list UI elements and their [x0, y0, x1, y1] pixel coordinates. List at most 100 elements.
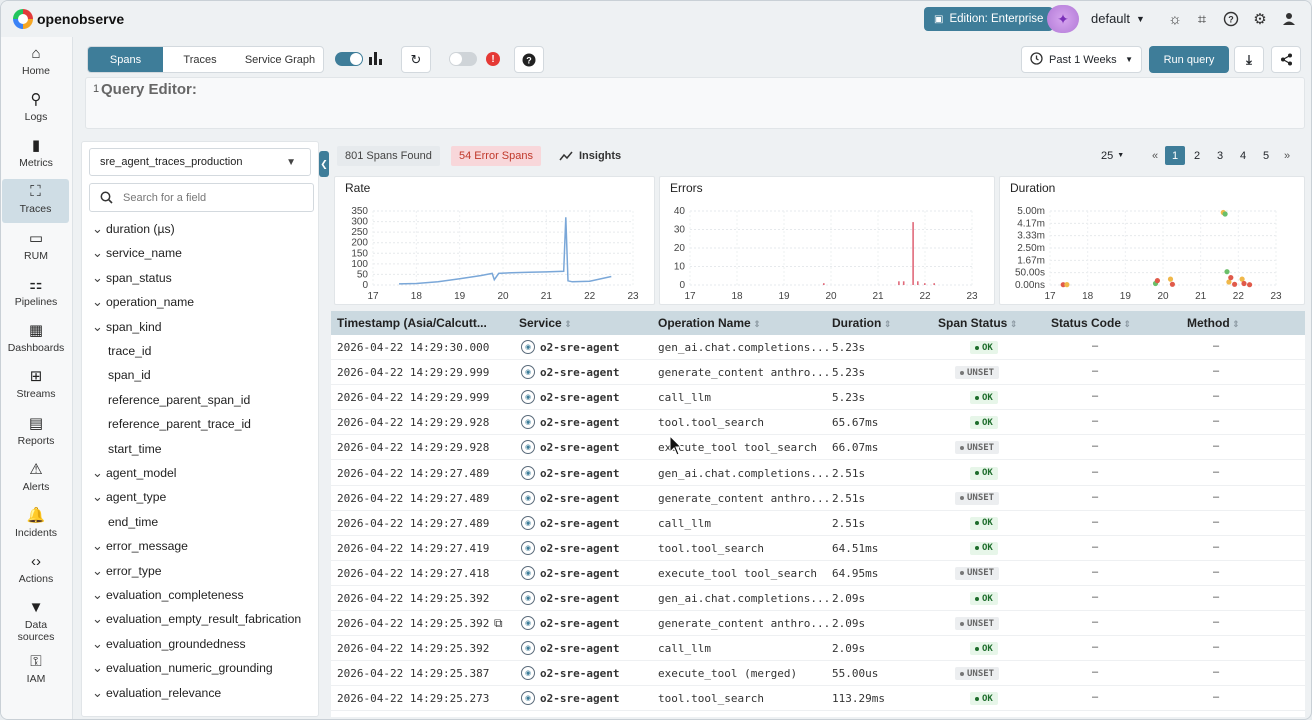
copy-icon[interactable]: ⧉	[494, 616, 503, 631]
page-button[interactable]: 1	[1165, 146, 1185, 165]
live-mode-toggle[interactable]	[449, 52, 477, 66]
field-item[interactable]: reference_parent_span_id	[108, 393, 250, 407]
run-query-button[interactable]: Run query	[1149, 46, 1229, 73]
field-item[interactable]: ⌄ evaluation_empty_result_fabrication	[92, 612, 301, 626]
stream-selector[interactable]: sre_agent_traces_production ▼	[89, 148, 311, 176]
table-row[interactable]: 2026-04-22 14:29:29.999 ◉ o2-sre-agent call…	[331, 385, 1305, 411]
field-item[interactable]: ⌄ operation_name	[92, 295, 194, 309]
column-header[interactable]: Service ⇕	[519, 316, 572, 330]
first-page-icon[interactable]: «	[1151, 149, 1159, 162]
sidebar-item-actions[interactable]: ‹› Actions	[1, 549, 71, 593]
app-logo[interactable]: openobserve	[13, 9, 124, 29]
table-row[interactable]: 2026-04-22 14:29:27.489 ◉ o2-sre-agent gen_…	[331, 461, 1305, 486]
refresh-button[interactable]: ↻	[401, 46, 431, 73]
table-row[interactable]: 2026-04-22 14:29:25.392 ◉ o2-sre-agent call…	[331, 636, 1305, 662]
field-item[interactable]: ⌄ evaluation_completeness	[92, 588, 244, 602]
field-item[interactable]: start_time	[108, 442, 162, 456]
histogram-toggle[interactable]	[335, 52, 363, 66]
share-button[interactable]	[1271, 46, 1301, 73]
sidebar-item-incidents[interactable]: 🔔 Incidents	[1, 503, 71, 547]
field-item[interactable]: ⌄ service_name	[92, 246, 182, 260]
sidebar-item-traces[interactable]: ⛶ Traces	[2, 179, 69, 223]
page-button[interactable]: 3	[1216, 149, 1224, 162]
status-code-cell: –	[1092, 515, 1099, 528]
sidebar-item-dashboards[interactable]: ▦ Dashboards	[1, 318, 71, 362]
field-item[interactable]: ⌄ evaluation_relevance	[92, 686, 221, 700]
table-row[interactable]: 2026-04-22 14:29:25.273 ◉ o2-sre-agent tool…	[331, 686, 1305, 712]
status-code-cell: –	[1092, 641, 1099, 654]
sidebar-item-metrics[interactable]: ▮ Metrics	[1, 133, 71, 177]
status-badge: UNSET	[955, 566, 1000, 580]
field-item[interactable]: ⌄ span_kind	[92, 320, 162, 334]
table-row[interactable]: 2026-04-22 14:29:30.000 ◉ o2-sre-agent gen_…	[331, 335, 1305, 360]
user-icon[interactable]	[1280, 10, 1298, 28]
download-button[interactable]: ⤓	[1234, 46, 1264, 73]
field-item[interactable]: ⌄ duration (µs)	[92, 222, 175, 236]
tab-service-graph[interactable]: Service Graph	[244, 53, 316, 66]
query-editor[interactable]: 1 Query Editor:	[85, 77, 1305, 129]
field-item[interactable]: end_time	[108, 515, 158, 529]
sidebar-item-alerts[interactable]: ⚠ Alerts	[1, 457, 71, 501]
error-indicator-icon[interactable]: !	[486, 52, 500, 66]
ai-assistant-button[interactable]: ✦	[1047, 5, 1079, 33]
column-header[interactable]: Span Status ⇕	[938, 316, 1017, 330]
duration-chart: Duration 0.00ns 50.00s 1.67m 2.50m 3.33m 4.17…	[999, 176, 1305, 305]
table-row[interactable]: 2026-04-22 14:29:25.387 ◉ o2-sre-agent exec…	[331, 661, 1305, 687]
table-row[interactable]: 2026-04-22 14:29:27.489 ◉ o2-sre-agent call…	[331, 511, 1305, 536]
table-row[interactable]: 2026-04-22 14:29:27.418 ◉ o2-sre-agent exec…	[331, 561, 1305, 586]
field-name: span_id	[108, 368, 151, 383]
field-item[interactable]: reference_parent_trace_id	[108, 417, 251, 431]
sidebar-item-logs[interactable]: ⚲ Logs	[1, 87, 71, 131]
field-search-input[interactable]: Search for a field	[89, 183, 314, 212]
table-row[interactable]: 2026-04-22 14:29:29.928 ◉ o2-sre-agent exec…	[331, 435, 1305, 461]
field-item[interactable]: ⌄ error_message	[92, 539, 188, 553]
field-item[interactable]: trace_id	[108, 344, 151, 358]
insights-button[interactable]: Insights	[551, 146, 629, 166]
edition-button[interactable]: ▣ Edition: Enterprise	[924, 7, 1054, 31]
slack-icon[interactable]: ⌗	[1197, 10, 1207, 28]
field-item[interactable]: ⌄ evaluation_groundedness	[92, 637, 246, 651]
table-row[interactable]: 2026-04-22 14:29:27.489 ◉ o2-sre-agent gene…	[331, 486, 1305, 511]
error-spans-badge[interactable]: 54 Error Spans	[451, 146, 541, 166]
table-row[interactable]: 2026-04-22 14:29:27.419 ◉ o2-sre-agent tool…	[331, 536, 1305, 561]
sidebar-item-data-sources[interactable]: ▼ Data sources	[1, 595, 71, 651]
page-button[interactable]: 2	[1193, 149, 1201, 162]
last-page-icon[interactable]: »	[1283, 149, 1291, 162]
column-header[interactable]: Status Code ⇕	[1051, 316, 1131, 330]
field-item[interactable]: ⌄ span_status	[92, 271, 172, 285]
field-item[interactable]: ⌄ agent_model	[92, 466, 176, 480]
sidebar-item-rum[interactable]: ▭ RUM	[1, 226, 71, 270]
field-item[interactable]: ⌄ error_type	[92, 564, 162, 578]
theme-toggle-icon[interactable]: ☼	[1168, 10, 1182, 28]
sidebar-item-streams[interactable]: ⊞ Streams	[1, 364, 71, 408]
gear-icon[interactable]: ⚙	[1253, 11, 1267, 28]
field-item[interactable]: ⌄ evaluation_numeric_grounding	[92, 661, 273, 675]
field-item[interactable]: span_id	[108, 368, 151, 382]
column-header[interactable]: Duration ⇕	[832, 316, 891, 330]
collapse-panel-button[interactable]: ❮	[319, 151, 329, 177]
column-header[interactable]: Operation Name ⇕	[658, 316, 761, 330]
table-row[interactable]: 2026-04-22 14:29:29.928 ◉ o2-sre-agent tool…	[331, 410, 1305, 436]
page-button[interactable]: 4	[1239, 149, 1247, 162]
page-size-selector[interactable]: 25 ▼	[1097, 146, 1133, 165]
time-range-selector[interactable]: Past 1 Weeks ▼	[1021, 46, 1142, 73]
sidebar-item-iam[interactable]: ⚿ IAM	[1, 649, 71, 693]
timestamp-cell: 2026-04-22 14:29:29.999	[337, 366, 490, 380]
status-dot-icon	[960, 445, 964, 450]
tab-traces[interactable]: Traces	[183, 53, 217, 66]
help-button[interactable]: ?	[514, 46, 544, 73]
y-tick-label: 200	[351, 238, 368, 249]
help-icon[interactable]: ?	[1222, 10, 1240, 28]
sidebar-item-home[interactable]: ⌂ Home	[1, 41, 71, 85]
field-item[interactable]: ⌄ agent_type	[92, 490, 166, 504]
column-header[interactable]: Timestamp (Asia/Calcutt...	[337, 316, 487, 330]
table-row[interactable]: 2026-04-22 14:29:29.999 ◉ o2-sre-agent gene…	[331, 360, 1305, 386]
table-row[interactable]: 2026-04-22 14:29:25.392 ◉ o2-sre-agent gen_…	[331, 586, 1305, 611]
column-header[interactable]: Method ⇕	[1187, 316, 1240, 330]
table-row[interactable]: 2026-04-22 14:29:25.392 ⧉ ◉ o2-sre-agent gen…	[331, 611, 1305, 637]
page-button[interactable]: 5	[1262, 149, 1270, 162]
tab-spans[interactable]: Spans	[88, 47, 163, 72]
sidebar-item-reports[interactable]: ▤ Reports	[1, 411, 71, 455]
org-selector[interactable]: default ▼	[1091, 11, 1145, 26]
sidebar-item-pipelines[interactable]: ⚏ Pipelines	[1, 272, 71, 316]
